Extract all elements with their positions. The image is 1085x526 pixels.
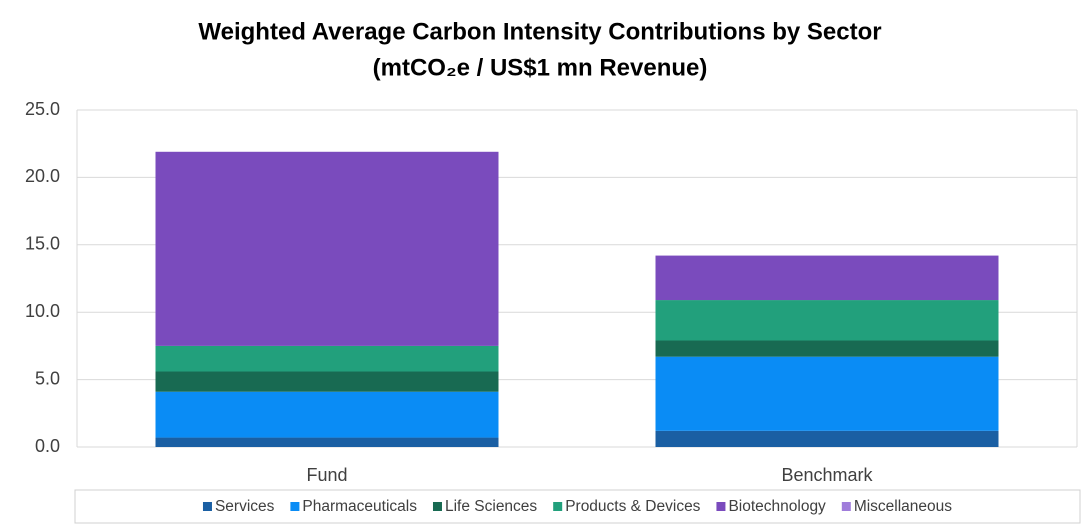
legend-swatch: [290, 502, 300, 511]
bar-segment: [655, 356, 999, 431]
legend-label: Life Sciences: [445, 498, 537, 515]
chart-subtitle: (mtCO₂e / US$1 mn Revenue): [373, 54, 708, 81]
bar-segment: [155, 345, 499, 372]
legend-swatch: [716, 502, 726, 511]
legend-swatch: [841, 502, 851, 511]
y-tick-label: 10.0: [25, 301, 60, 321]
x-tick-label: Benchmark: [781, 465, 873, 485]
legend-label: Pharmaceuticals: [302, 498, 417, 515]
bar-segment: [655, 300, 999, 341]
bar-segment: [155, 371, 499, 392]
y-tick-label: 0.0: [35, 436, 60, 456]
y-tick-label: 20.0: [25, 166, 60, 186]
bar-segment: [655, 430, 999, 447]
bar-segment: [155, 151, 499, 346]
legend-label: Services: [215, 498, 275, 515]
legend-swatch: [202, 502, 212, 511]
legend-label: Miscellaneous: [854, 498, 952, 515]
y-tick-label: 25.0: [25, 99, 60, 119]
legend-label: Products & Devices: [565, 498, 700, 515]
legend-swatch: [553, 502, 563, 511]
legend-swatch: [432, 502, 442, 511]
y-tick-label: 5.0: [35, 368, 60, 388]
bar-segment: [155, 391, 499, 438]
legend-box: [74, 489, 1081, 524]
bar-segment: [655, 255, 999, 301]
y-tick-label: 15.0: [25, 234, 60, 254]
bar-segment: [155, 437, 499, 447]
legend-label: Biotechnology: [728, 498, 826, 515]
x-tick-label: Fund: [306, 465, 347, 485]
bar-segment: [655, 340, 999, 357]
chart-title: Weighted Average Carbon Intensity Contri…: [198, 18, 881, 45]
